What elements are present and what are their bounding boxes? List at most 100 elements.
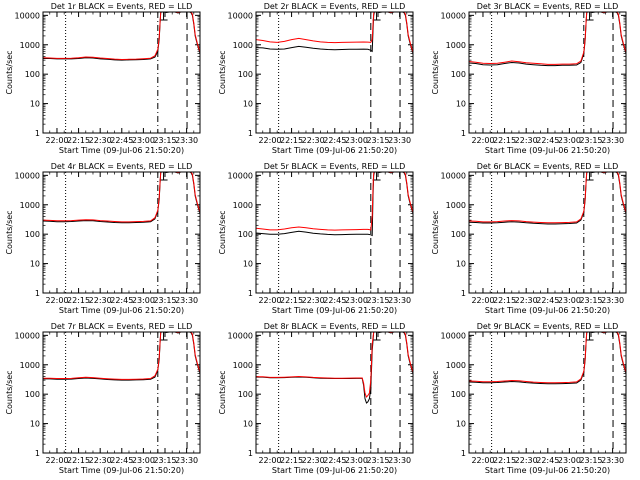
y-tick-label: 1000 xyxy=(20,201,40,210)
events-series-line xyxy=(469,172,626,225)
detector-panel-2: Det 2r BLACK = Events, RED = LLD Counts/s… xyxy=(218,2,414,155)
detector-panel-9: Det 9r BLACK = Events, RED = LLD Counts/s… xyxy=(431,322,627,475)
x-tick-label: 22:15 xyxy=(280,456,303,465)
x-axis-label: Start Time (09-Jul-06 21:50:20) xyxy=(59,466,184,475)
y-tick-label: 1 xyxy=(35,289,40,298)
y-tick-label: 10 xyxy=(456,420,466,429)
panel-title: Det 5r BLACK = Events, RED = LLD xyxy=(264,162,406,171)
x-tick-label: 22:15 xyxy=(493,136,516,145)
x-tick-label: 23:15 xyxy=(366,136,389,145)
x-tick-label: 22:00 xyxy=(471,136,494,145)
x-tick-label: 23:30 xyxy=(388,296,411,305)
x-tick-label: 22:15 xyxy=(67,296,90,305)
detector-panel-1: Det 1r BLACK = Events, RED = LLD Counts/s… xyxy=(5,2,201,155)
y-axis-label: Counts/sec xyxy=(218,50,227,94)
plot-frame xyxy=(42,331,201,454)
x-tick-label: 22:30 xyxy=(89,456,112,465)
y-axis-label: Counts/sec xyxy=(431,370,440,414)
y-tick-label: 10000 xyxy=(441,11,466,20)
y-axis-label: Counts/sec xyxy=(5,370,14,414)
y-tick-label: 1 xyxy=(248,129,253,138)
y-tick-label: 100 xyxy=(25,70,40,79)
panel-title: Det 3r BLACK = Events, RED = LLD xyxy=(477,2,619,11)
x-tick-label: 22:30 xyxy=(302,456,325,465)
y-axis-label: Counts/sec xyxy=(431,210,440,254)
x-tick-label: 23:00 xyxy=(558,456,581,465)
x-tick-label: 22:00 xyxy=(258,456,281,465)
y-tick-label: 10000 xyxy=(15,171,40,180)
y-tick-label: 1000 xyxy=(233,361,253,370)
y-tick-label: 10 xyxy=(456,260,466,269)
x-tick-label: 22:45 xyxy=(110,296,133,305)
lld-series-line xyxy=(256,332,413,398)
y-tick-label: 100 xyxy=(238,70,253,79)
x-axis-label: Start Time (09-Jul-06 21:50:20) xyxy=(272,466,397,475)
y-tick-label: 10 xyxy=(243,100,253,109)
plot-frame xyxy=(468,11,627,134)
x-tick-label: 22:30 xyxy=(89,296,112,305)
y-tick-label: 10 xyxy=(243,260,253,269)
y-tick-label: 10 xyxy=(243,420,253,429)
x-tick-label: 22:30 xyxy=(302,296,325,305)
y-axis-label: Counts/sec xyxy=(5,210,14,254)
y-tick-label: 10 xyxy=(30,100,40,109)
x-tick-label: 22:15 xyxy=(280,136,303,145)
detector-panel-8: Det 8r BLACK = Events, RED = LLD Counts/s… xyxy=(218,322,414,475)
x-axis-label: Start Time (09-Jul-06 21:50:20) xyxy=(485,306,610,315)
y-tick-label: 1 xyxy=(35,129,40,138)
panel-title: Det 9r BLACK = Events, RED = LLD xyxy=(477,322,619,331)
panel-title: Det 1r BLACK = Events, RED = LLD xyxy=(51,2,193,11)
y-tick-label: 1000 xyxy=(446,361,466,370)
x-tick-label: 23:15 xyxy=(579,296,602,305)
y-tick-label: 100 xyxy=(25,230,40,239)
y-tick-label: 1000 xyxy=(20,361,40,370)
x-tick-label: 23:15 xyxy=(153,136,176,145)
y-tick-label: 10000 xyxy=(228,171,253,180)
y-tick-label: 1 xyxy=(35,449,40,458)
y-tick-label: 1000 xyxy=(446,201,466,210)
x-tick-label: 23:30 xyxy=(601,296,624,305)
x-tick-label: 23:00 xyxy=(132,296,155,305)
x-tick-label: 23:15 xyxy=(579,136,602,145)
x-tick-label: 22:30 xyxy=(515,136,538,145)
y-tick-label: 1 xyxy=(248,449,253,458)
x-tick-label: 23:00 xyxy=(345,456,368,465)
lld-series-line xyxy=(43,172,200,223)
detector-panel-7: Det 7r BLACK = Events, RED = LLD Counts/s… xyxy=(5,322,201,475)
x-tick-label: 23:30 xyxy=(601,136,624,145)
plot-frame xyxy=(255,331,414,454)
y-tick-label: 10 xyxy=(30,420,40,429)
events-series-line xyxy=(256,12,413,54)
y-tick-label: 1 xyxy=(461,289,466,298)
x-tick-label: 22:15 xyxy=(493,456,516,465)
lld-series-line xyxy=(43,332,200,380)
x-tick-label: 23:00 xyxy=(132,456,155,465)
x-tick-label: 23:30 xyxy=(175,456,198,465)
plot-frame xyxy=(255,11,414,134)
panel-title: Det 4r BLACK = Events, RED = LLD xyxy=(51,162,193,171)
y-tick-label: 100 xyxy=(451,390,466,399)
x-tick-label: 22:45 xyxy=(110,456,133,465)
y-tick-label: 10000 xyxy=(228,331,253,340)
y-tick-label: 100 xyxy=(451,70,466,79)
y-axis-label: Counts/sec xyxy=(5,50,14,94)
x-tick-label: 23:00 xyxy=(558,296,581,305)
panel-title: Det 2r BLACK = Events, RED = LLD xyxy=(264,2,406,11)
y-axis-label: Counts/sec xyxy=(218,370,227,414)
x-tick-label: 22:45 xyxy=(536,296,559,305)
x-tick-label: 22:15 xyxy=(67,456,90,465)
x-tick-label: 23:15 xyxy=(366,296,389,305)
x-axis-label: Start Time (09-Jul-06 21:50:20) xyxy=(485,146,610,155)
x-tick-label: 22:30 xyxy=(89,136,112,145)
x-tick-label: 22:00 xyxy=(471,456,494,465)
x-tick-label: 23:30 xyxy=(388,456,411,465)
events-series-line xyxy=(469,332,626,385)
events-series-line xyxy=(256,332,413,404)
x-tick-label: 22:30 xyxy=(515,296,538,305)
lld-series-line xyxy=(469,332,626,384)
x-tick-label: 22:45 xyxy=(110,136,133,145)
x-tick-label: 23:00 xyxy=(132,136,155,145)
x-tick-label: 23:30 xyxy=(175,136,198,145)
y-tick-label: 100 xyxy=(238,390,253,399)
y-tick-label: 10000 xyxy=(441,171,466,180)
